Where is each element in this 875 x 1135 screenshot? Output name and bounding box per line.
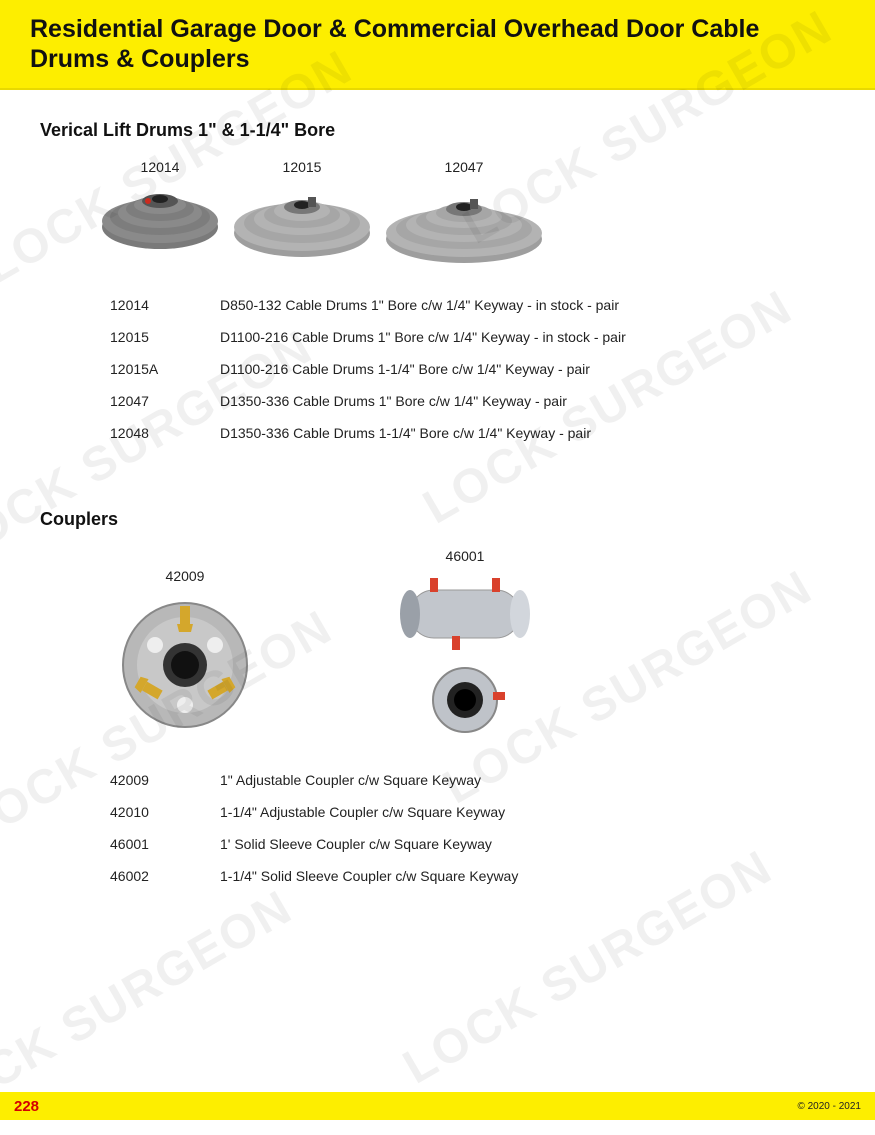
coupler-plate-icon [110,590,260,740]
page-footer: 228 © 2020 - 2021 [0,1092,875,1120]
table-row: 42009 1" Adjustable Coupler c/w Square K… [110,764,835,796]
drums-image-row: 12014 12015 [100,159,835,265]
spec-desc: 1" Adjustable Coupler c/w Square Keyway [220,772,481,788]
spec-code: 12015 [110,329,220,345]
spec-code: 42009 [110,772,220,788]
drum-image-label: 12014 [141,159,180,175]
coupler-image-label: 42009 [166,568,205,584]
page-number: 228 [14,1098,39,1115]
table-row: 12048 D1350-336 Cable Drums 1-1/4" Bore … [110,417,835,449]
copyright-text: © 2020 - 2021 [797,1101,861,1112]
drum-image-label: 12015 [283,159,322,175]
table-row: 12014 D850-132 Cable Drums 1" Bore c/w 1… [110,289,835,321]
spec-code: 12047 [110,393,220,409]
spec-desc: D1350-336 Cable Drums 1-1/4" Bore c/w 1/… [220,425,591,441]
drums-spec-table: 12014 D850-132 Cable Drums 1" Bore c/w 1… [110,289,835,449]
section2-title: Couplers [40,509,835,530]
spec-desc: D1100-216 Cable Drums 1-1/4" Bore c/w 1/… [220,361,590,377]
drum-image-item: 12014 [100,159,220,265]
spec-desc: D850-132 Cable Drums 1" Bore c/w 1/4" Ke… [220,297,619,313]
table-row: 12047 D1350-336 Cable Drums 1" Bore c/w … [110,385,835,417]
spec-desc: 1-1/4" Solid Sleeve Coupler c/w Square K… [220,868,518,884]
table-row: 46002 1-1/4" Solid Sleeve Coupler c/w Sq… [110,860,835,892]
coupler-image-item: 46001 [380,548,550,740]
spec-code: 46001 [110,836,220,852]
spec-desc: 1' Solid Sleeve Coupler c/w Square Keywa… [220,836,492,852]
table-row: 12015A D1100-216 Cable Drums 1-1/4" Bore… [110,353,835,385]
page-title: Residential Garage Door & Commercial Ove… [30,14,845,74]
cable-drum-icon [100,181,220,251]
page-content: Verical Lift Drums 1" & 1-1/4" Bore 1201… [0,90,875,892]
table-row: 12015 D1100-216 Cable Drums 1" Bore c/w … [110,321,835,353]
cable-drum-icon [384,181,544,265]
couplers-image-row: 42009 [110,548,835,740]
drum-image-item: 12015 [232,159,372,265]
table-row: 46001 1' Solid Sleeve Coupler c/w Square… [110,828,835,860]
spec-code: 42010 [110,804,220,820]
coupler-sleeve-icon [380,570,550,740]
spec-code: 46002 [110,868,220,884]
spec-desc: D1100-216 Cable Drums 1" Bore c/w 1/4" K… [220,329,626,345]
spec-code: 12014 [110,297,220,313]
spec-desc: 1-1/4" Adjustable Coupler c/w Square Key… [220,804,505,820]
spec-code: 12015A [110,361,220,377]
drum-image-item: 12047 [384,159,544,265]
coupler-image-item: 42009 [110,568,260,740]
coupler-image-label: 46001 [446,548,485,564]
spec-code: 12048 [110,425,220,441]
cable-drum-icon [232,181,372,259]
couplers-spec-table: 42009 1" Adjustable Coupler c/w Square K… [110,764,835,892]
section1-title: Verical Lift Drums 1" & 1-1/4" Bore [40,120,835,141]
drum-image-label: 12047 [445,159,484,175]
spec-desc: D1350-336 Cable Drums 1" Bore c/w 1/4" K… [220,393,567,409]
table-row: 42010 1-1/4" Adjustable Coupler c/w Squa… [110,796,835,828]
page-header: Residential Garage Door & Commercial Ove… [0,0,875,90]
